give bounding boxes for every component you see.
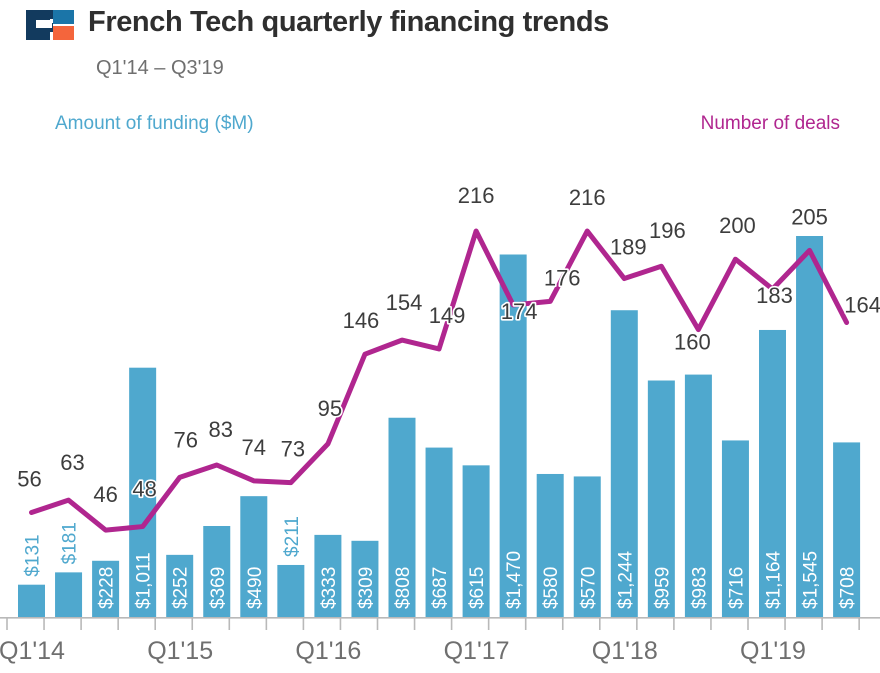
bar[interactable] [462,465,490,617]
deal-value-label: 189 [610,235,647,260]
bar-value-label: $131 [23,534,44,576]
bar-value-label: $1,244 [615,550,636,609]
deal-value-label: 95 [318,396,342,421]
bar[interactable] [388,417,416,617]
bar[interactable] [684,374,712,617]
bar-value-label: $333 [319,567,340,609]
deal-value-label: 74 [242,435,266,460]
date-range-subtitle: Q1'14 – Q3'19 [96,57,224,79]
bar-value-label: $1,470 [504,551,525,609]
x-axis-tick-label: Q1'17 [444,637,510,665]
bar-value-label: $808 [393,567,414,609]
bar[interactable] [610,310,638,617]
page-title: French Tech quarterly financing trends [88,6,609,38]
bar-value-label: $252 [171,567,192,609]
bar-value-label: $369 [208,567,229,609]
deal-value-label: 63 [60,450,84,475]
bar-value-label: $309 [356,567,377,609]
bar[interactable] [759,329,786,617]
bar-value-label: $211 [282,516,303,557]
cbinsights-logo [26,8,74,42]
deal-value-label: 174 [501,299,538,324]
deal-value-label: 146 [343,308,380,333]
bar[interactable] [277,564,305,617]
x-axis-tick-labels-group: Q1'14 Q1'15 Q1'16 Q1'17 Q1'18 Q1'19 [0,637,806,665]
deal-value-label: 73 [281,437,305,462]
bar-value-label: $687 [430,567,451,609]
x-axis-tick-label: Q1'14 [0,637,65,665]
deal-value-label: 176 [544,265,581,290]
x-axis-tick-label: Q1'16 [295,637,361,665]
deal-value-label: 216 [458,183,495,208]
bar[interactable] [833,442,861,617]
bar-value-labels-group: $131 $181 $228 $1,011 $252 $369 $490 $211 $333 $3… [23,516,859,609]
bar[interactable] [314,534,342,617]
bar[interactable] [92,560,120,617]
deal-value-label: 149 [429,303,466,328]
chart-header: French Tech quarterly financing trends Q… [0,0,880,150]
deal-value-label: 196 [649,218,686,243]
bar-value-label: $708 [838,567,859,609]
deal-value-label: 56 [17,466,41,491]
bar-value-label: $181 [60,522,81,564]
bar-value-label: $959 [652,567,673,609]
deal-value-label: 183 [756,283,793,308]
bar[interactable] [166,554,194,617]
bar-value-label: $228 [97,567,118,609]
deal-value-label: 205 [791,204,828,229]
x-axis-tick-label: Q1'18 [592,637,658,665]
deal-value-label: 83 [209,417,233,442]
legend-amount-of-funding: Amount of funding ($M) [55,113,254,134]
bar[interactable] [425,447,453,617]
bar[interactable] [129,367,157,617]
bar[interactable] [573,476,601,617]
bar[interactable] [796,236,824,618]
deal-value-label: 76 [173,427,197,452]
bar-value-label: $570 [578,567,599,609]
bar[interactable] [203,526,231,617]
axis-group [0,616,880,630]
bar-value-label: $1,164 [764,550,785,609]
bar[interactable] [351,540,379,617]
bars-group [18,236,861,618]
bar-value-label: $1,011 [134,552,155,609]
bar-value-label: $1,545 [801,551,822,609]
x-axis-tick-label: Q1'19 [740,637,806,665]
deal-value-label: 216 [569,185,606,210]
legend-number-of-deals: Number of deals [700,113,840,134]
bar-value-label: $983 [689,567,710,609]
bar[interactable] [18,584,45,617]
deal-value-label: 160 [674,330,711,355]
bar[interactable] [240,496,268,617]
bar[interactable] [536,473,564,617]
bar[interactable] [647,380,675,617]
bar[interactable] [55,572,83,617]
deal-value-label: 200 [719,213,756,238]
number-of-deals-line[interactable] [29,228,850,533]
deal-value-label: 164 [844,293,880,318]
bar-value-label: $615 [467,567,488,609]
bar-value-label: $716 [726,567,747,609]
x-axis-tick-label: Q1'15 [147,637,213,665]
deal-value-label: 48 [132,477,156,502]
deal-value-label: 46 [93,482,117,507]
bar[interactable] [721,440,749,617]
trend-line-group [29,228,850,533]
bar-value-label: $580 [541,567,562,609]
deal-value-label: 154 [386,290,423,315]
bar[interactable] [499,254,527,618]
bar-value-label: $490 [245,567,266,609]
